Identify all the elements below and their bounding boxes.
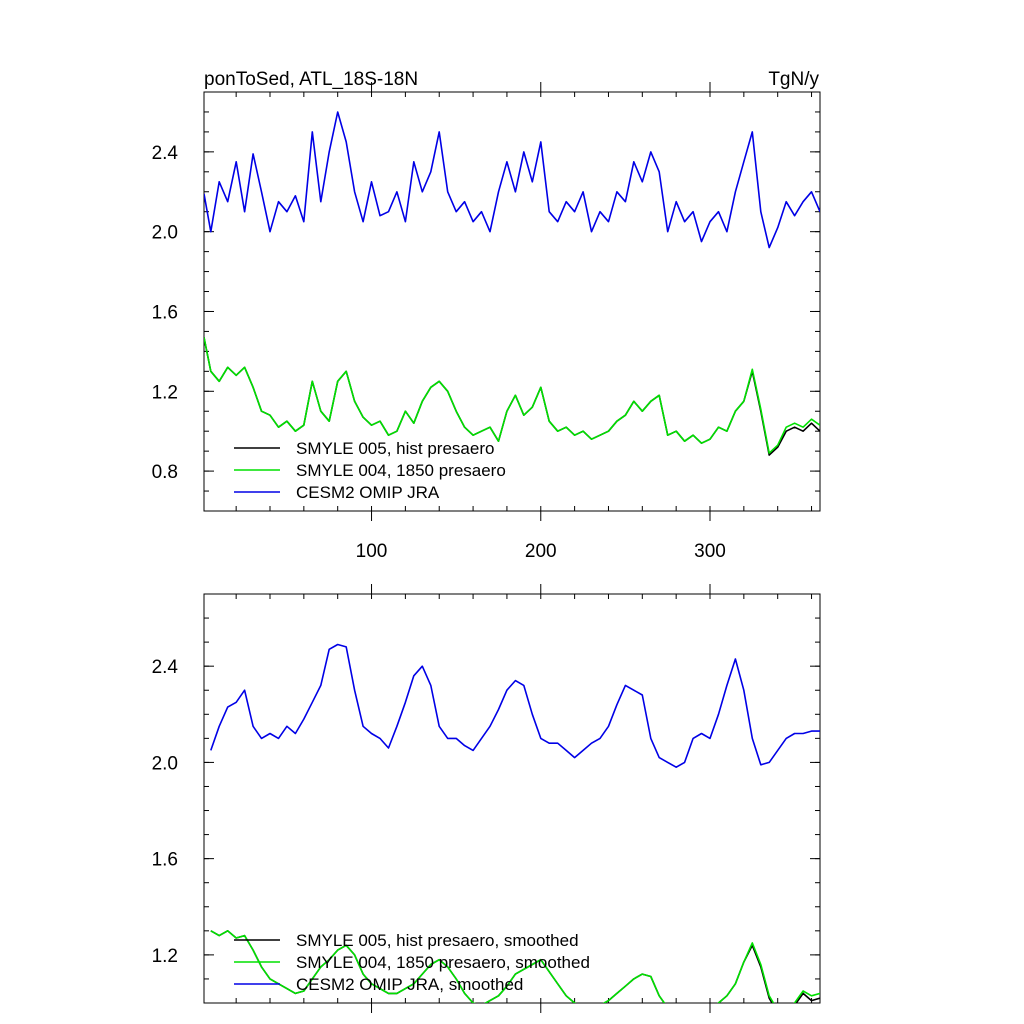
y-tick-label: 0.8 xyxy=(152,462,178,483)
plot-frame xyxy=(203,91,821,512)
y-tick-label: 2.4 xyxy=(152,657,179,678)
legend-entry: SMYLE 005, hist presaero, smoothed xyxy=(296,931,579,950)
legend-entry: SMYLE 004, 1850 presaero, smoothed xyxy=(296,953,590,972)
x-tick-label: 300 xyxy=(694,541,726,562)
x-tick-label: 100 xyxy=(356,541,388,562)
legend-entry: CESM2 OMIP JRA xyxy=(296,483,440,502)
chart-panel-1: 0.8 1.2 1.6 2.0 2.4 100 200 300 SMYLE 005, hist … xyxy=(152,82,821,562)
chart-units: TgN/y xyxy=(768,69,819,90)
legend: SMYLE 005, hist presaero, smoothed SMYLE … xyxy=(234,931,590,994)
series-line-1 xyxy=(204,337,820,456)
legend: SMYLE 005, hist presaero SMYLE 004, 1850 … xyxy=(234,439,506,502)
y-tick-label: 1.6 xyxy=(152,302,178,323)
chart-title: ponToSed, ATL_18S-18N xyxy=(204,69,418,90)
y-tick-label: 2.0 xyxy=(152,223,178,244)
series-line-3 xyxy=(204,111,820,249)
series-line-2 xyxy=(204,337,820,454)
legend-entry: SMYLE 004, 1850 presaero xyxy=(296,461,506,480)
series-line-2 xyxy=(210,929,820,1003)
y-tick-label: 1.2 xyxy=(152,382,178,403)
series-line-3 xyxy=(210,643,820,769)
y-tick-label: 1.2 xyxy=(152,946,178,967)
chart-panel-2: 1.2 1.6 2.0 2.4 SMYLE 005, hist presaero, sm… xyxy=(152,584,821,1013)
x-tick-label: 200 xyxy=(525,541,557,562)
y-tick-label: 2.4 xyxy=(152,143,179,164)
legend-entry: CESM2 OMIP JRA, smoothed xyxy=(296,975,523,994)
legend-entry: SMYLE 005, hist presaero xyxy=(296,439,494,458)
y-tick-label: 2.0 xyxy=(152,753,178,774)
y-tick-label: 1.6 xyxy=(152,850,178,871)
plot-frame xyxy=(203,593,821,1004)
